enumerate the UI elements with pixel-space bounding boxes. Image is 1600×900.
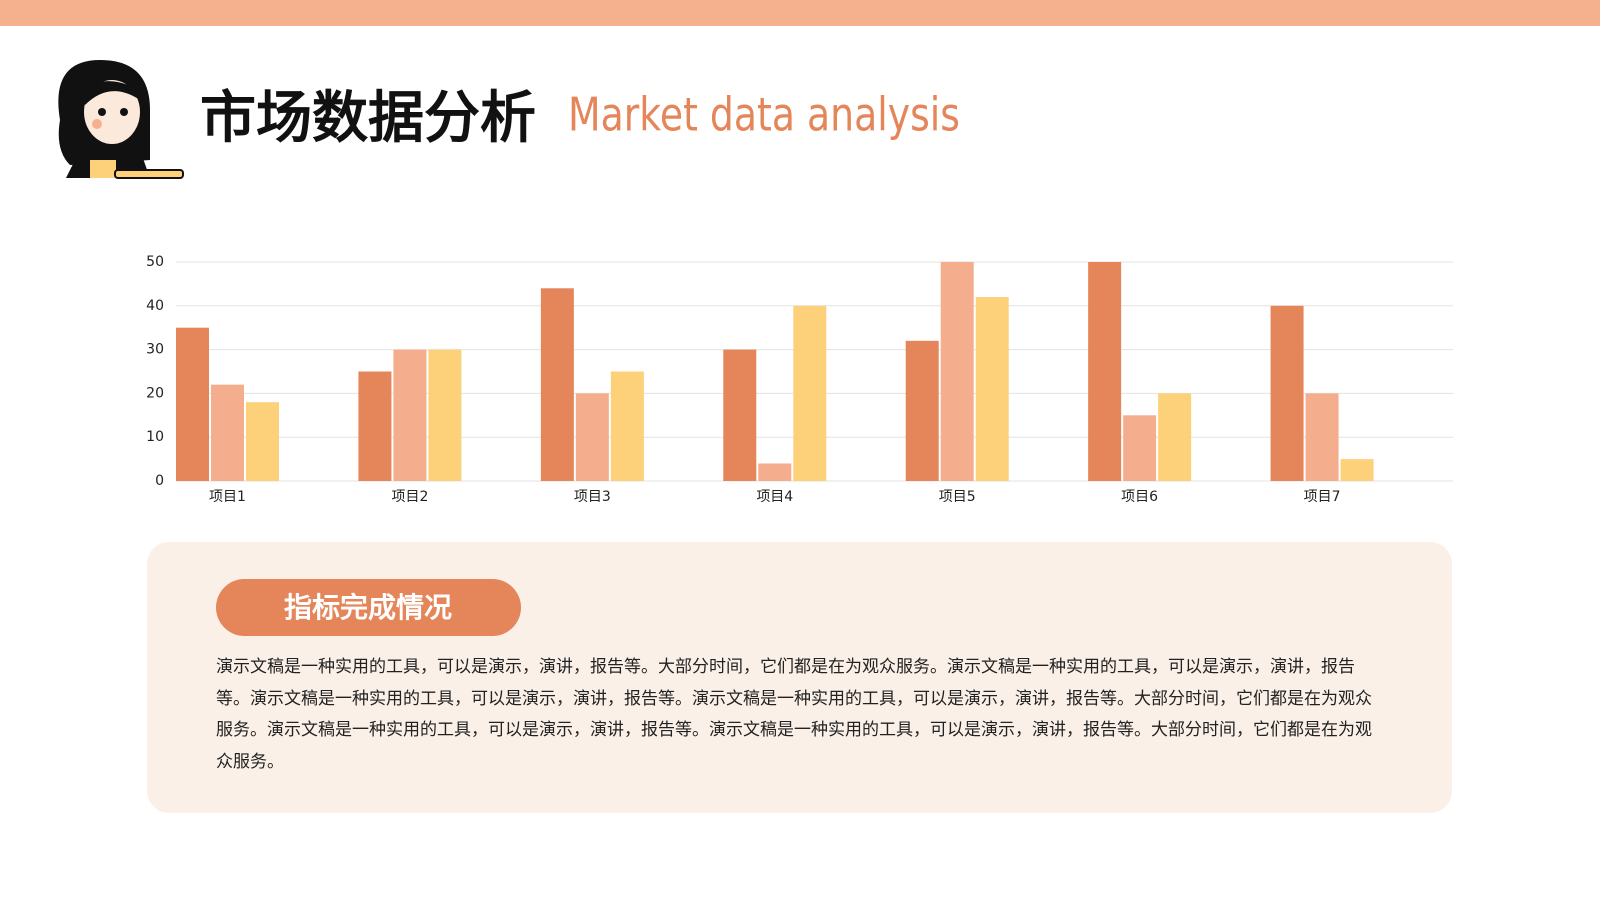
x-tick-label: 项目5 [939,489,976,505]
bar [575,393,609,481]
bar [176,327,209,481]
bar [1158,393,1192,481]
bar [1305,393,1339,481]
bar [540,288,574,481]
bar [428,349,462,481]
x-tick-label: 项目4 [756,489,793,505]
y-tick-label: 30 [146,342,164,358]
bar [393,349,427,481]
bar [940,262,974,481]
bar [211,384,244,481]
x-tick-label: 项目3 [574,489,611,505]
section-label: 指标完成情况 [284,591,452,624]
bar [1340,459,1374,481]
bar [610,371,644,481]
bar [358,371,392,481]
section-pill [216,579,521,636]
top-stripe [0,0,1600,26]
y-tick-label: 20 [146,385,164,401]
bar [723,349,757,481]
slide-title: 市场数据分析 [200,86,536,151]
bar [1123,415,1157,481]
x-tick-label: 项目1 [209,489,246,505]
y-tick-label: 10 [146,429,164,445]
bar [793,305,827,481]
bar [246,402,279,481]
x-tick-label: 项目2 [391,489,428,505]
bar [905,340,939,481]
slide-subtitle: Market data analysis [568,88,960,142]
bar [758,463,792,481]
y-tick-label: 40 [146,298,164,314]
character-illustration [58,60,184,179]
x-tick-label: 项目6 [1121,489,1158,505]
section-text: 演示文稿是一种实用的工具，可以是演示，演讲，报告等。大部分时间，它们都是在为观众… [216,657,1372,772]
y-tick-label: 0 [155,473,164,489]
y-tick-label: 50 [146,254,164,270]
bar [975,297,1009,481]
x-tick-label: 项目7 [1304,489,1341,505]
bar [1088,262,1122,481]
bar [1270,305,1304,481]
